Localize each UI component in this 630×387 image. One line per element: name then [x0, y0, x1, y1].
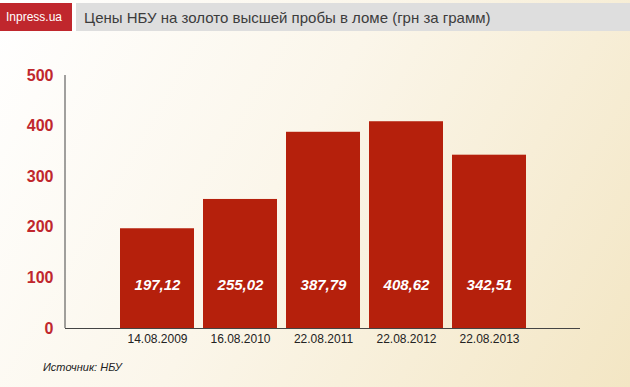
svg-text:255,02: 255,02: [217, 276, 265, 293]
svg-text:387,79: 387,79: [301, 276, 348, 293]
svg-text:408,62: 408,62: [383, 276, 431, 293]
html-text:Inpress.ua: Inpress.ua: [6, 10, 62, 24]
svg-text:100: 100: [27, 269, 54, 286]
svg-text:16.08.2010: 16.08.2010: [210, 332, 270, 346]
svg-text:300: 300: [27, 168, 54, 185]
svg-text:22.08.2011: 22.08.2011: [294, 332, 353, 346]
svg-text:500: 500: [27, 67, 54, 84]
svg-text:0: 0: [45, 320, 54, 337]
svg-text:197,12: 197,12: [135, 276, 182, 293]
svg-text:342,51: 342,51: [467, 276, 513, 293]
html-text:Цены НБУ на золото высшей проб: Цены НБУ на золото высшей пробы в ломе (…: [84, 8, 491, 26]
svg-text:200: 200: [27, 218, 54, 235]
svg-text:22.08.2012: 22.08.2012: [376, 332, 436, 346]
svg-text:14.08.2009: 14.08.2009: [127, 332, 187, 346]
svg-text:400: 400: [27, 117, 54, 134]
svg-text:22.08.2013: 22.08.2013: [459, 332, 519, 346]
html-text:Источник: НБУ: Источник: НБУ: [43, 361, 122, 373]
